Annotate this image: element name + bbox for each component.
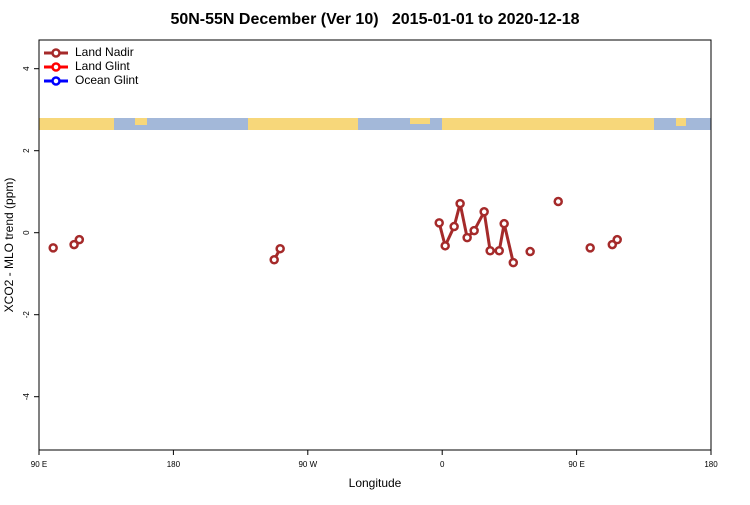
x-tick-label: 0: [440, 460, 445, 469]
data-point: [440, 241, 450, 251]
legend-swatch-marker: [51, 76, 61, 86]
data-point: [48, 243, 58, 253]
data-point: [275, 243, 285, 254]
x-axis-label: Longitude: [349, 476, 402, 490]
legend-swatch-marker: [51, 62, 61, 72]
x-tick-label: 180: [704, 460, 718, 469]
data-point: [553, 196, 563, 207]
data-point: [269, 255, 279, 265]
x-tick-label: 90 E: [568, 460, 584, 469]
data-point: [612, 234, 622, 245]
data-point: [449, 221, 459, 232]
legend-label: Ocean Glint: [75, 73, 139, 87]
legend-label: Land Nadir: [75, 45, 134, 59]
data-point: [585, 243, 595, 253]
data-point: [74, 234, 85, 245]
data-point: [525, 246, 535, 257]
legend-swatch-marker: [51, 48, 61, 58]
data-point: [462, 232, 472, 243]
data-point: [508, 257, 519, 268]
y-tick-label: -4: [22, 393, 31, 401]
y-tick-label: -2: [22, 311, 31, 319]
data-point: [485, 245, 495, 256]
data-point: [499, 218, 509, 229]
data-point: [469, 225, 479, 236]
y-tick-label: 2: [22, 148, 31, 153]
x-tick-label: 90 E: [31, 460, 47, 469]
plot-frame: [38, 39, 712, 451]
data-point: [479, 207, 489, 217]
chart-title: 50N-55N December (Ver 10) 2015-01-01 to …: [170, 11, 579, 28]
y-axis-label: XCO2 - MLO trend (ppm): [2, 178, 16, 313]
surface-strip: [39, 118, 711, 130]
series-line: [73, 203, 619, 263]
data-point: [434, 218, 444, 228]
y-tick-label: 0: [22, 230, 31, 235]
y-tick-label: 4: [22, 66, 31, 71]
data-point: [455, 198, 465, 209]
x-tick-label: 180: [167, 460, 181, 469]
data-point: [494, 245, 504, 256]
legend-label: Land Glint: [75, 59, 130, 73]
x-tick-label: 90 W: [298, 460, 317, 469]
